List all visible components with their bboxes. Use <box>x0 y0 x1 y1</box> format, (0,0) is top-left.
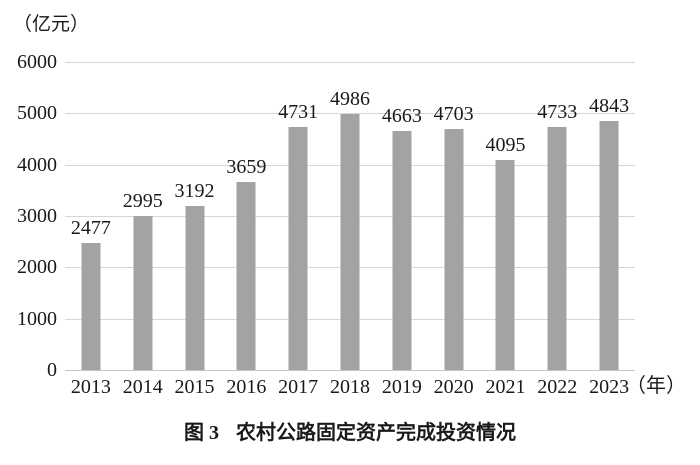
x-tick-label: 2020 <box>433 376 474 398</box>
bar-column: 4095 2021 <box>480 62 532 397</box>
gridline <box>65 370 635 371</box>
x-axis-unit-label: （年） <box>626 375 686 397</box>
bar-column: 2995 2014 <box>117 62 169 397</box>
bar <box>288 127 308 370</box>
value-label: 3192 <box>174 180 215 203</box>
gridline <box>65 113 635 115</box>
figure-caption-title: 农村公路固定资产完成投资情况 <box>236 422 516 444</box>
bar <box>185 206 205 370</box>
value-label: 4095 <box>485 133 526 156</box>
x-tick-label: 2015 <box>174 376 215 398</box>
bar-column: 4663 2019 <box>376 62 428 397</box>
x-tick-label: 2013 <box>70 376 111 398</box>
figure-caption-number: 图 3 <box>184 422 219 444</box>
value-label: 4663 <box>381 104 422 127</box>
y-axis-unit-label: （亿元） <box>13 14 90 35</box>
bar-column: 4731 2017 <box>272 62 324 397</box>
bar <box>392 130 412 370</box>
bar-column: 4986 2018 <box>324 62 376 397</box>
y-tick-label: 5000 <box>17 102 57 125</box>
x-tick-label: 2014 <box>122 376 163 398</box>
bar-column: 4733 2022 <box>531 62 583 397</box>
y-tick-label: 4000 <box>17 153 57 176</box>
gridline <box>65 62 635 63</box>
bar-column: 3659 2016 <box>220 62 272 397</box>
x-tick-label: 2018 <box>329 376 370 398</box>
y-tick-label: 1000 <box>17 307 57 330</box>
bar <box>81 242 101 370</box>
figure-caption: 图 3 农村公路固定资产完成投资情况 <box>0 421 700 445</box>
value-label: 4733 <box>537 101 578 124</box>
bar <box>236 182 256 370</box>
plot-area: 2477 2013 2995 2014 3192 2015 3659 2016 4731 2017… <box>65 62 635 397</box>
bar <box>547 127 567 370</box>
bar-column: 2477 2013 <box>65 62 117 397</box>
bar <box>495 159 515 370</box>
y-tick-label: 6000 <box>17 51 57 73</box>
y-tick-label: 3000 <box>17 205 57 227</box>
x-tick-label: 2019 <box>381 376 422 398</box>
y-tick-label: 0 <box>47 359 57 381</box>
bar <box>444 128 464 370</box>
value-label: 3659 <box>226 156 267 179</box>
x-tick-label: 2017 <box>278 376 319 398</box>
bar-column: 4703 2020 <box>428 62 480 397</box>
bar <box>340 114 360 370</box>
value-label: 4843 <box>589 95 630 118</box>
value-label: 2477 <box>70 216 111 239</box>
x-tick-label: 2016 <box>226 376 267 398</box>
bar-column: 3192 2015 <box>169 62 221 397</box>
bar <box>133 216 153 370</box>
x-tick-label: 2023 <box>589 376 630 398</box>
x-tick-label: 2021 <box>485 376 526 398</box>
y-tick-label: 2000 <box>17 256 57 279</box>
y-axis: 0 1000 2000 3000 4000 5000 6000 <box>0 52 65 380</box>
value-label: 2995 <box>122 190 163 213</box>
bar-column: 4843 2023 <box>583 62 635 397</box>
value-label: 4986 <box>329 88 370 111</box>
bar <box>599 121 619 370</box>
value-label: 4731 <box>278 101 319 124</box>
value-label: 4703 <box>433 102 474 125</box>
x-tick-label: 2022 <box>537 376 578 398</box>
